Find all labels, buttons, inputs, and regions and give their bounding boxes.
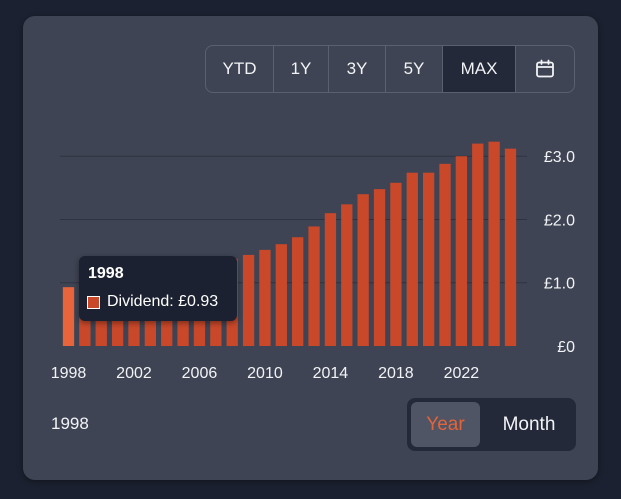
bar-2016[interactable] bbox=[357, 194, 369, 346]
x-tick-label: 2014 bbox=[313, 365, 349, 382]
x-tick-label: 2006 bbox=[182, 365, 218, 382]
bar-2011[interactable] bbox=[275, 244, 287, 346]
bar-2014[interactable] bbox=[324, 213, 337, 346]
bar-1998[interactable] bbox=[62, 287, 75, 346]
x-tick-label: 2018 bbox=[378, 365, 414, 382]
bar-2019[interactable] bbox=[406, 172, 418, 346]
dividend-bar-chart: £0 £1.0 £2.0 £3.0 1998 2002 2006 2010 2014 2018 20… bbox=[51, 141, 575, 382]
dividend-chart-card: YTD 1Y 3Y 5Y MAX £0 £1.0 £2.0 £3.0 1998 2002 2… bbox=[23, 16, 598, 480]
bar-2015[interactable] bbox=[341, 204, 353, 346]
range-button-1y[interactable]: 1Y bbox=[274, 46, 329, 92]
calendar-button[interactable] bbox=[516, 46, 574, 92]
bar-2010[interactable] bbox=[259, 249, 271, 346]
bar-2021[interactable] bbox=[439, 163, 451, 346]
toggle-year-button[interactable]: Year bbox=[411, 402, 480, 447]
bar-2013[interactable] bbox=[308, 226, 320, 346]
y-tick-label: £2.0 bbox=[544, 212, 575, 229]
bar-2022[interactable] bbox=[455, 156, 468, 346]
bar-2020[interactable] bbox=[422, 172, 435, 346]
y-tick-label: £0 bbox=[557, 339, 575, 356]
tooltip-value: Dividend: £0.93 bbox=[107, 293, 219, 310]
bar-2025[interactable] bbox=[504, 148, 517, 346]
y-tick-label: £1.0 bbox=[544, 276, 575, 293]
x-tick-label: 2010 bbox=[247, 365, 283, 382]
tooltip-year: 1998 bbox=[88, 265, 124, 282]
calendar-icon bbox=[536, 59, 554, 78]
range-button-max[interactable]: MAX bbox=[443, 46, 516, 92]
x-tick-label: 2002 bbox=[116, 365, 152, 382]
bar-2024[interactable] bbox=[488, 141, 500, 346]
x-tick-label: 2022 bbox=[444, 365, 480, 382]
bar-2017[interactable] bbox=[373, 189, 386, 346]
toggle-month-button[interactable]: Month bbox=[502, 414, 556, 435]
tooltip-swatch bbox=[87, 295, 100, 309]
y-tick-label: £3.0 bbox=[544, 149, 575, 166]
bar-2012[interactable] bbox=[292, 237, 304, 346]
x-tick-label: 1998 bbox=[51, 365, 87, 382]
range-button-ytd[interactable]: YTD bbox=[206, 46, 274, 92]
chart-tooltip: 1998 Dividend: £0.93 bbox=[79, 256, 237, 321]
range-button-3y[interactable]: 3Y bbox=[329, 46, 386, 92]
selected-year-label: 1998 bbox=[51, 414, 89, 433]
tooltip-row: Dividend: £0.93 bbox=[87, 293, 218, 311]
range-button-5y[interactable]: 5Y bbox=[386, 46, 443, 92]
bar-2023[interactable] bbox=[472, 143, 484, 346]
bar-2009[interactable] bbox=[242, 254, 255, 346]
bar-2018[interactable] bbox=[390, 182, 402, 346]
period-toggle: Year Month bbox=[407, 398, 576, 451]
time-range-selector: YTD 1Y 3Y 5Y MAX bbox=[205, 45, 575, 93]
